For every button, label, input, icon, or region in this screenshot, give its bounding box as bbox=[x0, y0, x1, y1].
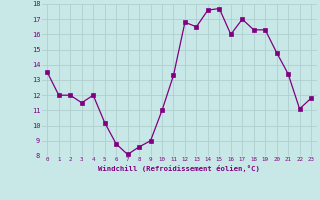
X-axis label: Windchill (Refroidissement éolien,°C): Windchill (Refroidissement éolien,°C) bbox=[98, 165, 260, 172]
